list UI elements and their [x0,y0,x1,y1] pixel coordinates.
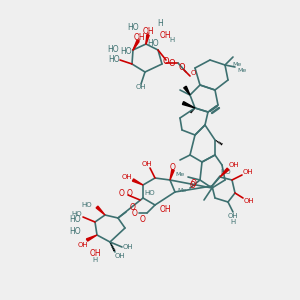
Polygon shape [86,235,97,241]
Text: O: O [140,214,146,224]
Text: HO: HO [72,211,82,217]
Text: HO: HO [69,215,81,224]
Text: OH: OH [243,169,253,175]
Text: O: O [191,179,197,188]
Text: O: O [179,64,185,73]
Text: OH: OH [136,84,146,90]
Text: HO: HO [145,190,155,196]
Text: O: O [190,181,196,190]
Text: Me: Me [237,68,247,73]
Polygon shape [132,179,143,185]
Text: Me: Me [176,172,184,178]
Text: HO: HO [82,202,92,208]
Text: O: O [190,70,196,76]
Polygon shape [182,102,195,108]
Text: OH: OH [115,253,125,259]
Text: O: O [127,188,133,197]
Text: OH: OH [133,32,145,41]
Text: OH: OH [159,206,171,214]
Polygon shape [170,169,174,180]
Text: HO: HO [221,169,231,175]
Text: OH: OH [159,31,171,40]
Text: Me: Me [232,62,242,68]
Text: HO: HO [108,56,120,64]
Text: O: O [169,58,175,68]
Text: H: H [230,219,236,225]
Text: HO: HO [120,47,132,56]
Text: O: O [130,203,136,212]
Text: OH: OH [89,248,101,257]
Text: O: O [132,208,138,217]
Text: H: H [92,257,98,263]
Text: OH: OH [123,244,133,250]
Text: OH: OH [228,213,238,219]
Text: HO: HO [147,40,159,49]
Text: O: O [163,56,169,65]
Text: HO: HO [107,46,119,55]
Polygon shape [184,86,190,95]
Text: HO: HO [127,23,139,32]
Text: OH: OH [244,198,254,204]
Text: OH: OH [229,162,239,168]
Text: OH: OH [142,161,152,167]
Text: O: O [170,163,176,172]
Text: OH: OH [122,174,132,180]
Polygon shape [133,40,139,50]
Text: O: O [119,188,125,197]
Text: HO: HO [69,227,81,236]
Polygon shape [220,168,229,177]
Text: Me: Me [177,188,187,193]
Text: OH: OH [142,26,154,35]
Polygon shape [146,35,149,44]
Text: H: H [157,19,163,28]
Polygon shape [96,206,105,215]
Text: H: H [169,37,175,43]
Text: OH: OH [78,242,88,248]
